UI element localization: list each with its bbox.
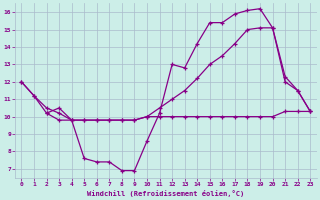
X-axis label: Windchill (Refroidissement éolien,°C): Windchill (Refroidissement éolien,°C)	[87, 190, 244, 197]
